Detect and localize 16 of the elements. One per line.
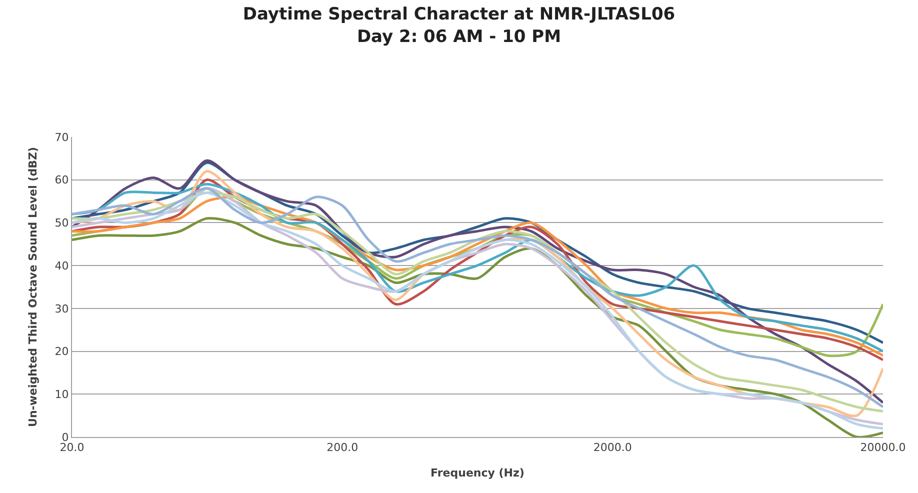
y-tick-label: 30 [54,302,69,316]
y-tick-label: 10 [54,388,69,401]
x-tick-label: 20000.0 [860,441,906,454]
y-tick-label: 50 [54,216,69,230]
x-tick-label: 2000.0 [593,441,632,454]
chart-title: Daytime Spectral Character at NMR-JLTASL06 [242,4,676,25]
y-tick-label: 70 [54,130,69,144]
y-axis-title: Un-weighted Third Octave Sound Level (dBZ) [26,147,40,427]
y-tick-label: 20 [54,345,69,358]
x-tick-label: 200.0 [326,441,358,454]
x-tick-label: 20.0 [60,441,84,454]
y-tick-label: 60 [54,174,69,187]
y-tick-label: 0 [62,430,69,444]
chart-subtitle: Day 2: 06 AM - 10 PM [356,26,562,47]
y-tick-label: 40 [54,259,69,272]
x-axis-title: Frequency (Hz) [430,466,524,480]
